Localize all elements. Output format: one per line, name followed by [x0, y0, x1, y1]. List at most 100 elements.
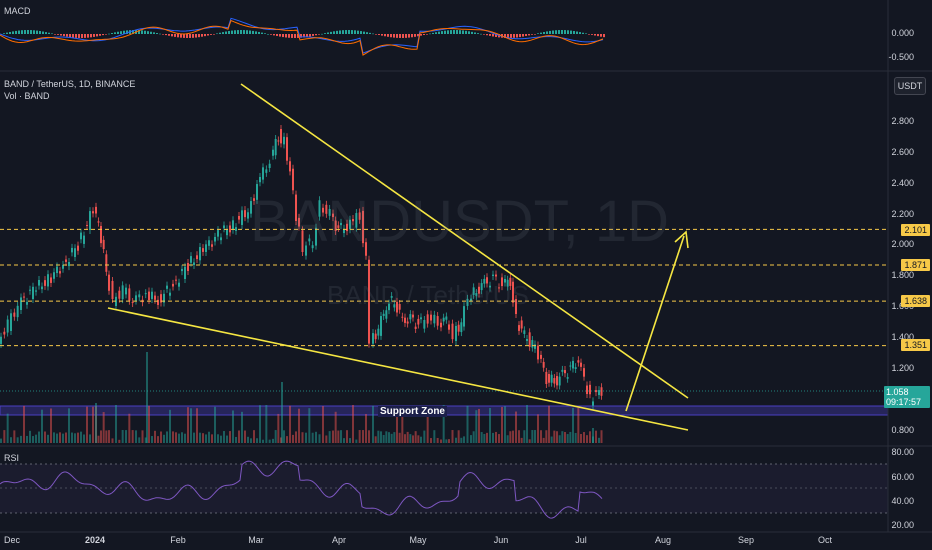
volume-bar — [433, 430, 436, 443]
volume-bar — [448, 439, 450, 443]
volume-bar — [277, 413, 280, 443]
macd-histogram-bar — [204, 34, 206, 37]
candle — [262, 167, 264, 180]
volume-bar — [390, 433, 393, 443]
volume-bar — [358, 430, 361, 443]
macd-histogram-bar — [372, 33, 374, 35]
symbol-title[interactable]: BAND / TetherUS, 1D, BINANCE — [4, 79, 136, 89]
candle — [20, 297, 22, 311]
volume-bar — [217, 434, 219, 443]
macd-histogram-bar — [411, 34, 413, 38]
candle — [586, 385, 588, 395]
macd-histogram-bar — [345, 30, 347, 34]
volume-bar — [352, 405, 354, 443]
candle — [265, 169, 268, 173]
macd-histogram-bar — [270, 34, 272, 35]
volume-bar — [512, 430, 514, 443]
rsi-tick: 40.00 — [891, 496, 914, 506]
price-tick: 2.600 — [891, 147, 914, 157]
macd-histogram-bar — [33, 30, 35, 34]
horizontal-levels — [0, 228, 888, 392]
macd-histogram-bar — [387, 34, 389, 37]
volume-bar — [572, 407, 574, 443]
volume-bar — [235, 436, 237, 443]
candle — [346, 223, 348, 232]
volume-bar — [374, 436, 377, 443]
candle — [358, 212, 361, 220]
macd-histogram-bar — [534, 34, 536, 35]
candle — [217, 230, 219, 237]
candle — [352, 219, 354, 222]
macd-histogram-bar — [369, 32, 371, 34]
macd-histogram-bar — [390, 34, 392, 38]
macd-histogram-bar — [597, 34, 599, 37]
macd-histogram-bar — [132, 30, 134, 34]
volume-bar — [334, 411, 337, 443]
level-tag: 2.101 — [901, 224, 930, 236]
currency-button[interactable]: USDT — [894, 77, 926, 95]
candle — [385, 310, 388, 319]
candle — [417, 318, 420, 325]
candle — [178, 282, 180, 287]
volume-bar — [125, 430, 127, 443]
volume-bar — [62, 433, 64, 443]
macd-histogram-bar — [225, 31, 227, 34]
price-tick: 1.800 — [891, 270, 914, 280]
macd-histogram-bar — [588, 34, 590, 35]
macd-histogram-bar — [159, 33, 161, 35]
candle — [495, 274, 497, 277]
macd-histogram-bar — [180, 34, 182, 38]
candle — [89, 211, 91, 230]
macd-histogram-bar — [402, 34, 404, 38]
volume-bar — [442, 405, 445, 443]
macd-histogram-bar — [45, 32, 47, 34]
candle — [475, 293, 478, 296]
candle — [41, 286, 43, 290]
macd-histogram-bar — [195, 34, 197, 38]
macd-histogram-bar — [237, 30, 239, 34]
volume-bar — [534, 430, 536, 443]
candle — [377, 328, 380, 336]
volume-bar — [553, 430, 556, 443]
candle — [128, 288, 131, 301]
candle — [337, 225, 340, 228]
candle — [232, 220, 234, 230]
macd-histogram-bar — [111, 33, 113, 34]
macd-histogram-bar — [414, 34, 416, 37]
candle — [564, 370, 566, 374]
candle — [280, 129, 282, 144]
volume-bar — [253, 430, 255, 443]
date-label: Jun — [493, 535, 509, 545]
macd-histogram-bar — [252, 30, 254, 34]
macd-histogram-bar — [420, 34, 422, 36]
rsi-title: RSI — [4, 453, 20, 463]
volume-indicator-title[interactable]: Vol · BAND — [4, 91, 50, 101]
macd-histogram-bar — [330, 31, 332, 34]
volume-bar — [131, 430, 134, 443]
candle — [29, 289, 31, 291]
candle — [325, 204, 328, 214]
volume-bar — [589, 431, 591, 443]
candle — [74, 248, 76, 258]
macd-histogram-bar — [189, 34, 191, 38]
volume-bar — [292, 434, 294, 443]
macd-histogram-bar — [375, 34, 377, 35]
macd-histogram-bar — [276, 34, 278, 37]
candle — [220, 237, 222, 241]
macd-histogram-bar — [576, 31, 578, 34]
macd-histogram-bar — [540, 32, 542, 34]
macd-histogram-bar — [561, 30, 563, 34]
volume-bar — [47, 434, 49, 443]
macd-histogram-bar — [492, 34, 494, 37]
macd-histogram-bar — [267, 33, 269, 35]
macd-histogram-bar — [279, 34, 281, 37]
volume-bar — [423, 430, 426, 443]
volume-bar — [406, 431, 409, 443]
candle — [566, 377, 569, 379]
volume-bar — [83, 434, 85, 443]
macd-histogram-bar — [600, 34, 602, 37]
macd-histogram-bar — [351, 30, 353, 34]
candle — [455, 325, 457, 341]
volume-bar — [193, 432, 195, 443]
